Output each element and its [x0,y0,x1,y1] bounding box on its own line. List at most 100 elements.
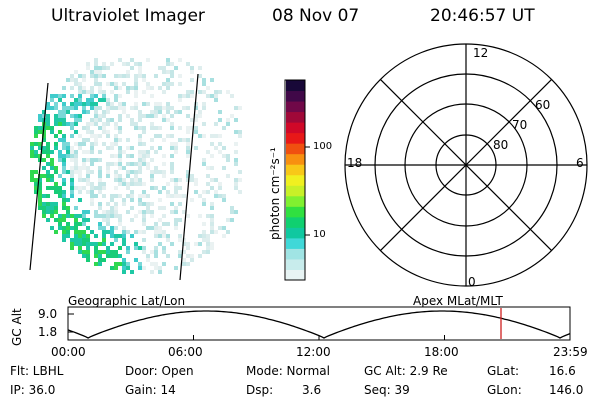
image-pixel [202,134,206,138]
image-pixel [50,214,54,218]
image-pixel [226,118,230,122]
image-pixel [46,202,50,206]
image-pixel [142,266,146,270]
image-pixel [138,162,142,166]
image-pixel [78,118,82,122]
image-pixel [70,246,74,250]
image-pixel [42,214,46,218]
image-pixel [118,58,122,62]
image-pixel [90,230,94,234]
image-pixel [66,78,70,82]
image-pixel [162,246,166,250]
image-pixel [138,66,142,70]
image-pixel [170,122,174,126]
image-pixel [186,90,190,94]
image-pixel [82,210,86,214]
image-pixel [154,254,158,258]
image-pixel [42,202,46,206]
image-pixel [90,102,94,106]
image-pixel [74,154,78,158]
image-pixel [122,102,126,106]
image-pixel [62,138,66,142]
image-pixel [102,250,106,254]
image-pixel [170,166,174,170]
image-pixel [54,170,58,174]
image-pixel [150,214,154,218]
image-pixel [206,214,210,218]
image-pixel [226,218,230,222]
image-pixel [102,126,106,130]
image-pixel [162,186,166,190]
image-pixel [222,126,226,130]
image-pixel [90,198,94,202]
image-pixel [82,102,86,106]
image-pixel [74,230,78,234]
image-pixel [102,238,106,242]
image-pixel [130,270,134,274]
image-pixel [158,230,162,234]
image-pixel [98,134,102,138]
image-pixel [82,110,86,114]
image-pixel [90,142,94,146]
image-pixel [154,170,158,174]
image-pixel [50,162,54,166]
colorbar-segment [286,101,305,113]
image-pixel [138,158,142,162]
image-pixel [86,178,90,182]
image-pixel [38,198,42,202]
image-pixel [122,230,126,234]
image-pixel [50,98,54,102]
image-pixel [182,138,186,142]
image-pixel [78,166,82,170]
image-pixel [50,106,54,110]
image-pixel [102,194,106,198]
image-pixel [94,70,98,74]
image-pixel [202,78,206,82]
image-pixel [134,230,138,234]
image-pixel [94,118,98,122]
image-pixel [34,150,38,154]
image-pixel [54,122,58,126]
image-pixel [214,134,218,138]
image-pixel [94,62,98,66]
image-pixel [186,130,190,134]
image-pixel [142,238,146,242]
image-pixel [138,202,142,206]
image-pixel [54,106,58,110]
colorbar-segment [286,258,305,270]
image-pixel [174,178,178,182]
image-pixel [166,86,170,90]
image-pixel [70,158,74,162]
image-pixel [118,114,122,118]
image-pixel [114,162,118,166]
image-pixel [66,226,70,230]
image-pixel [214,178,218,182]
image-pixel [170,194,174,198]
image-pixel [206,242,210,246]
lat-label-70: 70 [512,118,528,132]
image-pixel [54,186,58,190]
image-pixel [170,210,174,214]
image-pixel [74,78,78,82]
image-pixel [86,90,90,94]
image-pixel [66,234,70,238]
image-pixel [154,266,158,270]
image-pixel [78,214,82,218]
image-pixel [70,186,74,190]
image-pixel [74,118,78,122]
image-pixel [70,102,74,106]
image-pixel [190,90,194,94]
image-pixel [98,106,102,110]
image-pixel [134,242,138,246]
image-pixel [70,170,74,174]
image-pixel [86,98,90,102]
image-pixel [174,266,178,270]
image-pixel [102,230,106,234]
image-pixel [166,190,170,194]
polar-caption: Apex MLat/MLT [413,294,503,308]
image-pixel [74,158,78,162]
image-pixel [94,214,98,218]
image-boundary-left [29,82,49,271]
image-pixel [134,162,138,166]
image-pixel [146,202,150,206]
